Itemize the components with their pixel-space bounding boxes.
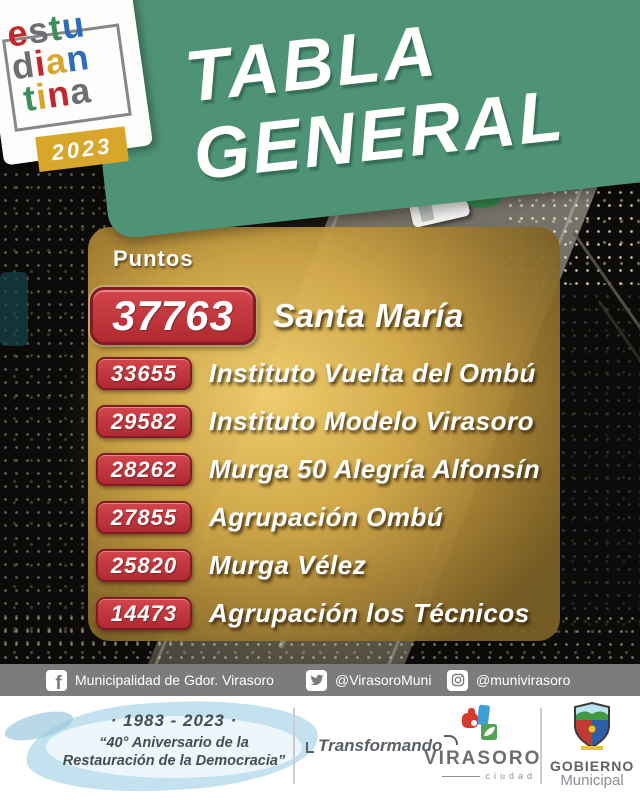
team-name: Instituto Vuelta del Ombú <box>209 358 536 388</box>
score-row: 14473 Agrupación los Técnicos <box>96 597 530 630</box>
score-row: 29582 Instituto Modelo Virasoro <box>96 405 534 438</box>
anniversary-years: · 1983 - 2023 · <box>110 711 238 730</box>
points-badge: 14473 <box>96 597 192 630</box>
team-name: Santa María <box>273 297 464 334</box>
footer-divider <box>293 708 295 784</box>
city-subtitle-text: ciudad <box>485 771 536 781</box>
facebook-icon: f <box>46 669 67 691</box>
anniversary-line-2: Restauración de la Democracia” <box>62 753 286 769</box>
facebook-label: Municipalidad de Gdor. Virasoro <box>75 672 274 688</box>
points-badge: 25820 <box>96 549 192 582</box>
points-badge: 29582 <box>96 405 192 438</box>
anniversary-block: · 1983 - 2023 · “40° Aniversario de la R… <box>40 711 308 770</box>
score-row: 27855 Agrupación Ombú <box>96 501 443 534</box>
footer-divider <box>540 708 542 784</box>
team-name: Murga 50 Alegría Alfonsín <box>209 454 541 484</box>
twitter-handle: @VirasoroMuni <box>306 664 431 696</box>
points-badge: 27855 <box>96 501 192 534</box>
slogan: Transformando <box>306 736 458 756</box>
team-name: Instituto Modelo Virasoro <box>209 406 534 436</box>
government-line-2: Municipal <box>560 772 624 789</box>
footer: · 1983 - 2023 · “40° Aniversario de la R… <box>0 696 640 800</box>
flag-brush-stroke <box>26 702 318 790</box>
points-header: Puntos <box>113 246 194 271</box>
score-row-leader: 37763 Santa María <box>90 287 464 345</box>
teal-patch <box>0 272 28 346</box>
city-subtitle: ciudad <box>424 771 536 781</box>
instagram-label: @munivirasoro <box>476 672 571 688</box>
city-logo: VIRASORO ciudad <box>424 704 542 781</box>
municipal-crest-icon <box>574 701 610 750</box>
government-block: GOBIERNO Municipal <box>550 701 635 789</box>
facebook-f-glyph: f <box>55 672 62 691</box>
crowd-right <box>558 290 640 630</box>
facebook-handle: f Municipalidad de Gdor. Virasoro <box>46 664 274 696</box>
points-badge: 33655 <box>96 357 192 390</box>
team-name: Agrupación los Técnicos <box>209 598 530 628</box>
team-name: Agrupación Ombú <box>209 502 444 532</box>
instagram-handle: @munivirasoro <box>447 664 570 696</box>
city-name: VIRASORO <box>424 748 542 769</box>
twitter-label: @VirasoroMuni <box>335 672 432 688</box>
instagram-icon <box>447 669 468 691</box>
points-badge: 37763 <box>90 287 256 345</box>
team-name: Murga Vélez <box>209 550 367 580</box>
anniversary-line-1: “40° Aniversario de la <box>99 735 249 751</box>
score-row: 25820 Murga Vélez <box>96 549 366 582</box>
subtitle-line <box>442 775 481 777</box>
twitter-icon <box>306 669 327 691</box>
score-row: 33655 Instituto Vuelta del Ombú <box>96 357 536 390</box>
government-line-1: GOBIERNO <box>550 758 635 774</box>
social-bar: f Municipalidad de Gdor. Virasoro @Viras… <box>0 664 640 696</box>
virasoro-icon <box>462 704 497 740</box>
points-badge: 28262 <box>96 453 192 486</box>
score-row: 28262 Murga 50 Alegría Alfonsín <box>96 453 540 486</box>
